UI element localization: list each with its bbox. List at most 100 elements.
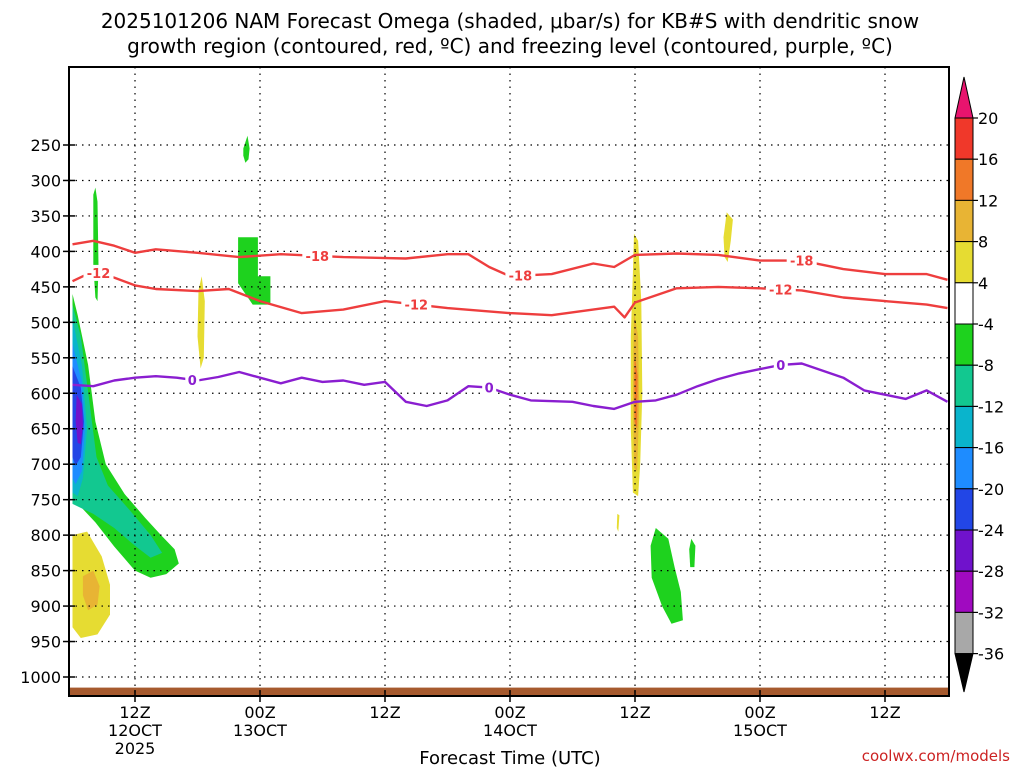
y-tick-label-400: 400	[30, 242, 61, 261]
contour-label-bg-dgz-minus18-2	[786, 252, 817, 269]
contour-label-bg-dgz-minus18-1	[505, 267, 536, 284]
colorbar-bottom-arrow	[954, 653, 974, 693]
x-tick-label-42: 00Z	[494, 703, 525, 722]
x-tick-label-30: 12Z	[369, 703, 400, 722]
omega-area-purple-left-core	[75, 394, 83, 445]
colorbar-label-9: -20	[978, 480, 1004, 499]
credit-text: coolwx.com/models	[862, 747, 1010, 765]
contour-label-freezing-level-0: 0	[188, 374, 197, 389]
omega-area-yellow-spike-12Z12	[197, 276, 205, 369]
contour-label-bg-freezing-level-0	[185, 371, 200, 388]
x-tick-label2-18: 13OCT	[233, 721, 287, 740]
y-tick-label-700: 700	[30, 455, 61, 474]
contour-label-bg-freezing-level-1	[482, 379, 497, 396]
y-tick-label-450: 450	[30, 278, 61, 297]
omega-area-green-block-00Z13	[238, 237, 271, 305]
x-tick-label2-6: 12OCT	[108, 721, 162, 740]
contour-label-bg-dgz-minus12-2	[765, 281, 796, 298]
colorbar-bin-4	[954, 282, 974, 325]
colorbar-bin-2	[954, 199, 974, 243]
contour-line-freezing-level	[72, 362, 949, 411]
contour-label-dgz-minus18-2: -18	[790, 255, 814, 270]
omega-area-yellow-blob-21Z14	[723, 212, 733, 262]
contour-layer: -18 -18 -18 -12 -12 -12 0 0 0	[71, 239, 949, 411]
colorbar-bin-11	[954, 570, 974, 613]
surface-below-ground	[69, 687, 949, 696]
colorbar-label-13: -36	[978, 645, 1004, 664]
colorbar: 20 16 12 8 4 -4 -8 -12 -16 -20 -24 -28 -32 -36	[954, 76, 1004, 693]
chart-title-line-2: growth region (contoured, red, ºC) and f…	[127, 34, 893, 58]
contour-label-dgz-minus12-1: -12	[405, 299, 429, 314]
chart-title-line-1: 2025101206 NAM Forecast Omega (shaded, μ…	[101, 9, 919, 33]
y-tick-label-750: 750	[30, 491, 61, 510]
colorbar-label-4: 4	[978, 274, 988, 293]
x-tick-label-66: 00Z	[744, 703, 775, 722]
colorbar-bin-1	[954, 158, 974, 201]
colorbar-bin-8	[954, 447, 974, 490]
y-tick-label-1000: 1000	[20, 668, 61, 687]
colorbar-label-3: 8	[978, 233, 988, 252]
colorbar-bin-9	[954, 488, 974, 531]
y-tick-label-600: 600	[30, 384, 61, 403]
y-axis-ticks: 250 300 350 400 450 500 550 600 650 700 750 800 850 9…	[20, 136, 75, 687]
y-tick-label-250: 250	[30, 136, 61, 155]
x-tick-label-78: 12Z	[869, 703, 900, 722]
contour-label-bg-freezing-level-2	[773, 356, 788, 373]
omega-area-green-blob-right-2	[689, 538, 696, 568]
colorbar-bin-7	[954, 405, 974, 449]
omega-area-yellow-small-11Z14	[616, 513, 620, 532]
colorbar-bin-12	[954, 611, 974, 655]
contour-label-bg-dgz-minus18-0	[302, 247, 333, 264]
omega-shading-layer	[72, 135, 733, 638]
colorbar-label-0: 20	[978, 109, 998, 128]
omega-area-teal-left-lower	[72, 304, 163, 558]
contour-label-dgz-minus12-0: -12	[87, 267, 111, 282]
x-tick-label-6: 12Z	[119, 703, 150, 722]
contour-label-bg-dgz-minus12-0	[83, 264, 114, 281]
x-tick-label3-6: 2025	[115, 739, 156, 758]
y-tick-label-850: 850	[30, 562, 61, 581]
colorbar-label-10: -24	[978, 521, 1004, 540]
grid-layer	[69, 67, 949, 696]
x-tick-label-54: 12Z	[619, 703, 650, 722]
x-tick-label-18: 00Z	[244, 703, 275, 722]
contour-label-dgz-minus18-1: -18	[509, 270, 533, 285]
y-tick-label-300: 300	[30, 171, 61, 190]
contour-label-bg-dgz-minus12-1	[401, 296, 432, 313]
colorbar-bin-3	[954, 241, 974, 284]
plot-frame	[68, 66, 950, 697]
omega-area-green-blob-right-1	[650, 528, 683, 624]
colorbar-label-2: 12	[978, 191, 998, 210]
colorbar-bin-6	[954, 364, 974, 407]
y-tick-label-350: 350	[30, 207, 61, 226]
colorbar-label-7: -12	[978, 397, 1004, 416]
omega-area-green-spike-00Z13	[243, 135, 250, 163]
y-tick-label-950: 950	[30, 633, 61, 652]
colorbar-label-1: 16	[978, 150, 998, 169]
colorbar-bin-0	[954, 117, 974, 160]
colorbar-label-11: -28	[978, 562, 1004, 581]
colorbar-label-5: -4	[978, 315, 994, 334]
x-axis-title: Forecast Time (UTC)	[419, 748, 600, 768]
contour-label-freezing-level-1: 0	[485, 382, 494, 397]
y-tick-label-500: 500	[30, 313, 61, 332]
omega-area-orange-lower-left	[82, 570, 100, 611]
x-tick-label2-42: 14OCT	[483, 721, 537, 740]
y-tick-label-550: 550	[30, 349, 61, 368]
y-tick-label-650: 650	[30, 420, 61, 439]
contour-label-freezing-level-2: 0	[776, 359, 785, 374]
colorbar-bin-5	[954, 323, 974, 366]
contour-label-dgz-minus18-0: -18	[306, 250, 330, 265]
colorbar-label-12: -32	[978, 603, 1004, 622]
y-tick-label-900: 900	[30, 597, 61, 616]
terrain-layer	[69, 687, 949, 696]
x-tick-label2-66: 15OCT	[733, 721, 787, 740]
contour-label-dgz-minus12-2: -12	[769, 283, 793, 298]
colorbar-bin-10	[954, 529, 974, 572]
contour-line-dgz-minus12	[71, 270, 948, 319]
colorbar-label-8: -16	[978, 439, 1004, 458]
colorbar-label-6: -8	[978, 356, 994, 375]
